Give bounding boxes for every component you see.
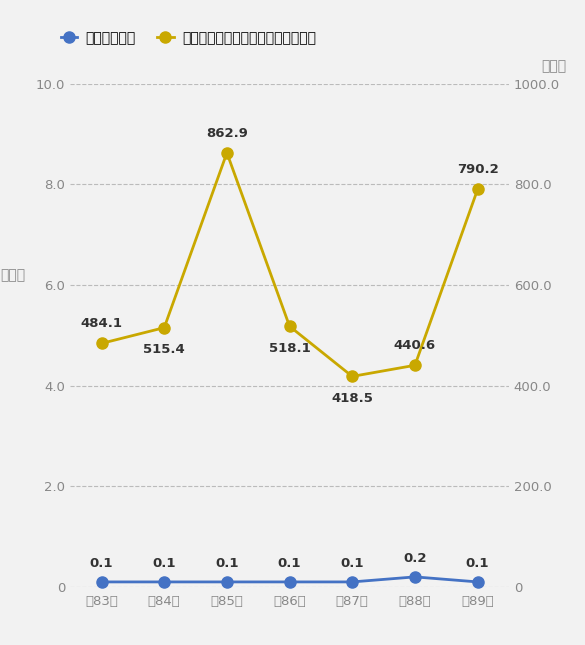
Legend: 債務償還年数, インタレスト・カバレッジ・レシオ: 債務償還年数, インタレスト・カバレッジ・レシオ	[55, 25, 321, 50]
Text: 440.6: 440.6	[394, 339, 436, 352]
Text: 0.1: 0.1	[90, 557, 113, 570]
Text: 0.1: 0.1	[153, 557, 176, 570]
Text: 0.1: 0.1	[215, 557, 239, 570]
Text: 0.1: 0.1	[466, 557, 490, 570]
Text: （年）: （年）	[1, 268, 26, 282]
Text: 862.9: 862.9	[206, 127, 248, 140]
Text: （％）: （％）	[541, 59, 566, 74]
Text: 418.5: 418.5	[331, 392, 373, 405]
Text: 484.1: 484.1	[81, 317, 122, 330]
Text: 515.4: 515.4	[143, 343, 185, 357]
Text: 790.2: 790.2	[457, 163, 498, 177]
Text: 0.2: 0.2	[403, 552, 426, 565]
Text: 0.1: 0.1	[278, 557, 301, 570]
Text: 0.1: 0.1	[340, 557, 364, 570]
Text: 518.1: 518.1	[269, 342, 311, 355]
